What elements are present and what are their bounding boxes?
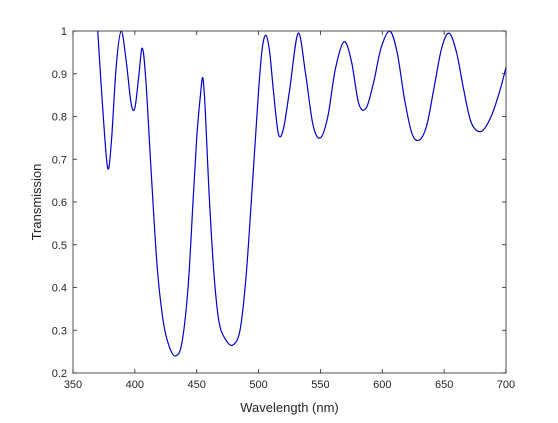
y-axis: 0.2 0.3 0.4 0.5 0.6 0.7 0.8 0.9 1 (52, 26, 506, 380)
x-tick-label: 600 (373, 379, 391, 391)
x-tick-label: 550 (311, 379, 329, 391)
x-axis-label: Wavelength (nm) (240, 400, 339, 415)
y-tick-label: 0.2 (52, 368, 67, 380)
y-tick-label: 0.8 (52, 112, 67, 124)
y-tick-label: 1 (61, 26, 67, 38)
y-tick-label: 0.3 (52, 325, 67, 337)
y-tick-label: 0.6 (52, 197, 67, 209)
x-axis: 350 400 450 500 550 600 650 700 (64, 31, 515, 391)
x-tick-label: 450 (188, 379, 206, 391)
y-axis-label: Transmission (29, 164, 44, 241)
transmission-line (97, 30, 507, 357)
x-tick-label: 400 (126, 379, 144, 391)
y-tick-label: 0.5 (52, 240, 67, 252)
y-tick-label: 0.4 (52, 283, 67, 295)
x-tick-label: 650 (435, 379, 453, 391)
axes-box (72, 30, 507, 374)
x-tick-label: 500 (249, 379, 267, 391)
x-tick-label: 350 (64, 379, 82, 391)
y-tick-label: 0.7 (52, 154, 67, 166)
y-tick-label: 0.9 (52, 69, 67, 81)
x-tick-label: 700 (497, 379, 515, 391)
